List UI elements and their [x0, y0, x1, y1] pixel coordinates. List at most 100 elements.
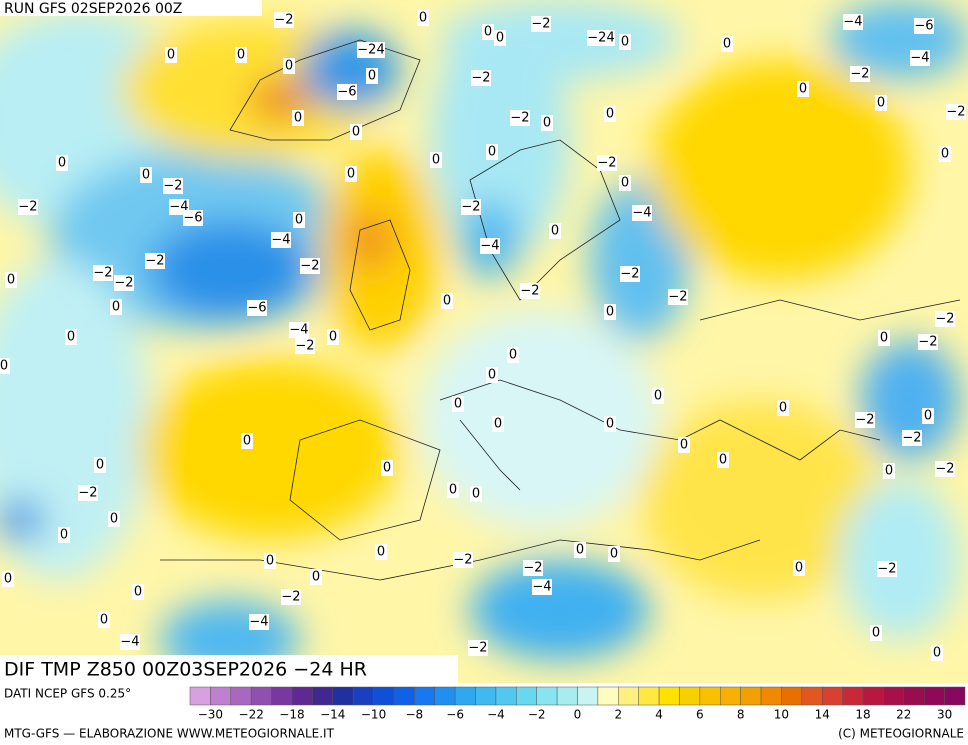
label-bg	[65, 329, 77, 345]
legend-swatch	[699, 686, 721, 706]
contour-label: −24	[357, 43, 384, 58]
label-bg	[520, 283, 540, 299]
label-bg	[247, 300, 267, 316]
legend-tick-label: −8	[405, 708, 423, 722]
legend-swatch	[536, 686, 558, 706]
legend-tick-label: 18	[855, 708, 870, 722]
title-box	[0, 655, 458, 683]
contour-label: −2	[918, 335, 937, 350]
legend-swatch	[271, 686, 293, 706]
label-bg	[375, 544, 387, 560]
label-bg	[241, 433, 253, 449]
legend-swatch	[760, 686, 782, 706]
label-bg	[471, 70, 491, 86]
label-bg	[597, 155, 617, 171]
coastlines	[160, 39, 961, 581]
label-bg	[98, 612, 110, 628]
legend-swatch	[679, 686, 701, 706]
contour-label: 0	[488, 368, 496, 383]
label-bg	[300, 258, 320, 274]
map-title: DIF TMP Z850 00Z03SEP2026 −24 HR	[4, 659, 367, 681]
contour-label: 0	[606, 305, 614, 320]
label-bg	[910, 50, 930, 66]
contour-label: 0	[419, 11, 427, 26]
contour-label: −4	[843, 15, 862, 30]
contour-label: 0	[67, 330, 75, 345]
copyright-label: (C) METEOGIORNALE	[838, 727, 964, 741]
legend-tick-label: 2	[614, 708, 622, 722]
contour-label: −2	[877, 562, 896, 577]
label-bg	[480, 238, 500, 254]
contour-label: 0	[799, 82, 807, 97]
contour-label: 0	[484, 25, 492, 40]
label-bg	[632, 205, 652, 221]
legend-swatch	[556, 686, 578, 706]
contour-label: 0	[877, 96, 885, 111]
legend-swatch	[516, 686, 537, 706]
header-box	[0, 0, 262, 16]
contour-label: −4	[632, 206, 651, 221]
label-bg	[918, 334, 938, 350]
contour-label: 0	[933, 646, 941, 661]
label-bg	[922, 408, 934, 424]
label-bg	[2, 571, 14, 587]
label-bg	[793, 560, 805, 576]
label-bg	[274, 12, 294, 28]
label-bg	[486, 367, 498, 383]
contour-label: −4	[532, 580, 551, 595]
contour-label: 0	[167, 48, 175, 63]
contour-label: 0	[454, 397, 462, 412]
label-bg	[620, 266, 640, 282]
contour-label: 0	[294, 111, 302, 126]
contour-label: 0	[60, 528, 68, 543]
label-bg	[935, 461, 955, 477]
label-bg	[604, 416, 616, 432]
run-label: RUN GFS 02SEP2026 00Z	[4, 1, 182, 17]
label-bg	[507, 347, 519, 363]
label-bg	[777, 400, 789, 416]
contour-label: −4	[289, 323, 308, 338]
label-bg	[108, 511, 120, 527]
contour-label: −6	[337, 85, 356, 100]
contour-label: 0	[680, 438, 688, 453]
label-bg	[114, 275, 134, 291]
label-bg	[914, 18, 934, 34]
contour-label: 0	[285, 59, 293, 74]
label-bg	[878, 330, 890, 346]
label-bg	[447, 482, 459, 498]
label-bg	[357, 42, 385, 58]
contour-label: 0	[880, 331, 888, 346]
label-bg	[56, 155, 68, 171]
legend-tick-label: 4	[655, 708, 663, 722]
label-bg	[289, 322, 309, 338]
label-bg	[94, 457, 106, 473]
label-bg	[58, 527, 70, 543]
contour-label: −2	[18, 200, 37, 215]
legend-tick-label: 14	[815, 708, 830, 722]
label-bg	[482, 24, 494, 40]
legend-swatch	[862, 686, 884, 706]
label-bg	[461, 199, 481, 215]
contour-label: −2	[935, 462, 954, 477]
contour-label: −2	[274, 13, 293, 28]
contour-label: 0	[432, 153, 440, 168]
label-bg	[295, 338, 315, 354]
legend-swatch	[903, 686, 925, 706]
legend-swatch	[781, 686, 803, 706]
legend-tick-label: −30	[198, 708, 223, 722]
contour-label: −4	[910, 51, 929, 66]
contour-label: −2	[523, 561, 542, 576]
label-bg	[337, 84, 357, 100]
contour-label: −2	[471, 71, 490, 86]
contour-label: 0	[576, 543, 584, 558]
legend-tick-label: −2	[528, 708, 546, 722]
credit-label: MTG-GFS — ELABORAZIONE WWW.METEOGIORNALE…	[4, 727, 335, 741]
contour-label: 0	[58, 156, 66, 171]
contour-label: 0	[110, 512, 118, 527]
legend-tick-label: −14	[320, 708, 345, 722]
contour-label: −2	[620, 267, 639, 282]
contour-label: 0	[606, 107, 614, 122]
legend-swatch	[291, 686, 313, 706]
